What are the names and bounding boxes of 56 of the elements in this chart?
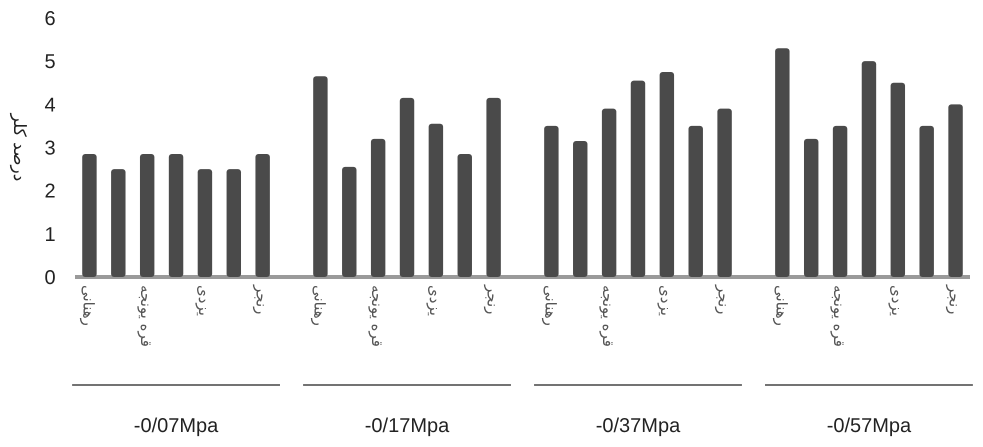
bar — [862, 61, 876, 277]
bar — [832, 126, 848, 277]
x-tick-label: قره یونجه — [830, 285, 848, 347]
x-tick-label: یزدی — [888, 285, 906, 316]
y-tick-label: 5 — [44, 51, 56, 74]
y-tick-label: 2 — [44, 180, 56, 203]
bar — [342, 166, 356, 277]
bar — [775, 48, 790, 277]
x-tick-label: رهنانی — [310, 285, 328, 326]
bar — [890, 82, 906, 277]
x-tick-label: قره یونجه — [368, 285, 386, 347]
bar — [688, 126, 703, 277]
x-tick-label: قره یونجه — [137, 285, 156, 347]
text: -0/17Mpa — [364, 415, 450, 437]
bar — [400, 98, 414, 277]
x-tick-label: قره یونجه — [599, 285, 618, 347]
x-tick-label: رهنانی — [79, 285, 98, 326]
x-tick-label: رنجر — [946, 284, 964, 314]
x-tick-label: رنجر — [252, 284, 271, 314]
x-tick-label: یزدی — [194, 285, 213, 316]
bar — [630, 80, 646, 277]
text: -0/57Mpa — [826, 415, 912, 437]
bar — [717, 108, 732, 277]
x-tick-label: یزدی — [426, 285, 444, 316]
bar — [255, 154, 270, 277]
x-tick-label: رهنانی — [772, 285, 790, 326]
bar — [919, 126, 934, 277]
bar — [458, 154, 472, 277]
bar — [226, 169, 242, 277]
bar — [602, 108, 616, 277]
x-tick-label: یزدی — [656, 285, 675, 316]
x-tick-label: رنجر — [484, 284, 502, 314]
bar — [660, 72, 674, 277]
x-tick-label: رنجر — [714, 284, 733, 314]
y-tick-label: 1 — [44, 224, 56, 246]
x-tick-label: رهنانی — [541, 285, 560, 326]
bar — [804, 138, 818, 277]
y-tick-label: 3 — [44, 138, 56, 160]
bar — [948, 104, 963, 277]
bar — [140, 154, 154, 277]
bar — [168, 154, 184, 277]
y-axis-title: درصد کلر — [9, 112, 29, 182]
bar — [111, 169, 126, 277]
bar — [313, 76, 328, 277]
text: -0/07Mpa — [134, 415, 220, 437]
y-tick-label: 0 — [44, 267, 56, 289]
bar — [486, 98, 501, 277]
y-tick-label: 4 — [44, 94, 56, 116]
bar — [428, 124, 444, 277]
bar — [198, 169, 212, 277]
text: -0/37Mpa — [596, 415, 682, 437]
bar — [544, 126, 559, 277]
bar — [573, 141, 588, 277]
bar — [82, 154, 97, 277]
y-tick-label: 6 — [44, 8, 56, 30]
bar — [370, 138, 386, 277]
